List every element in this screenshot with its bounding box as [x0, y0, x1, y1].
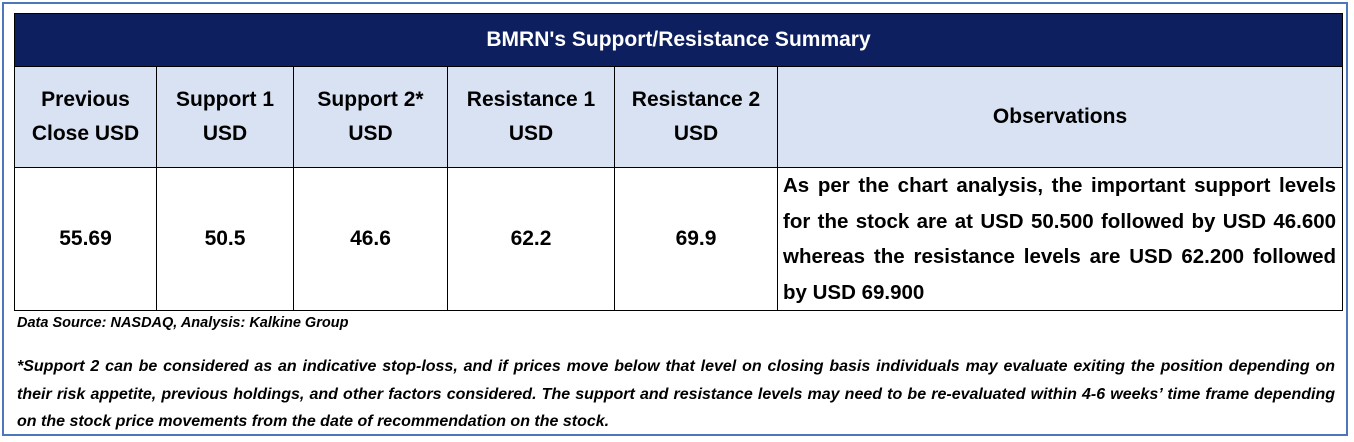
value-support-1: 50.5 — [156, 167, 294, 311]
value-resistance-1: 62.2 — [447, 167, 615, 311]
header-observations: Observations — [776, 66, 1344, 168]
table-title: BMRN's Support/Resistance Summary — [13, 13, 1344, 67]
header-resistance-2: Resistance 2 USD — [614, 66, 778, 168]
title-row: BMRN's Support/Resistance Summary — [13, 13, 1344, 67]
stop-loss-disclaimer: *Support 2 can be considered as an indic… — [17, 358, 1335, 430]
header-resistance-1: Resistance 1 USD — [447, 66, 615, 168]
header-row: Previous Close USD Support 1 USD Support… — [14, 66, 1344, 168]
value-previous-close: 55.69 — [14, 167, 157, 311]
data-source-note: Data Source: NASDAQ, Analysis: Kalkine G… — [17, 315, 349, 331]
support-resistance-table: BMRN's Support/Resistance Summary Previo… — [13, 13, 1344, 311]
header-previous-close: Previous Close USD — [14, 66, 157, 168]
header-support-1: Support 1 USD — [156, 66, 294, 168]
table-row: 55.69 50.5 46.6 62.2 69.9 As per the cha… — [14, 167, 1344, 311]
header-support-2: Support 2* USD — [293, 66, 448, 168]
value-support-2: 46.6 — [293, 167, 448, 311]
value-observations: As per the chart analysis, the important… — [776, 167, 1344, 311]
value-resistance-2: 69.9 — [614, 167, 778, 311]
